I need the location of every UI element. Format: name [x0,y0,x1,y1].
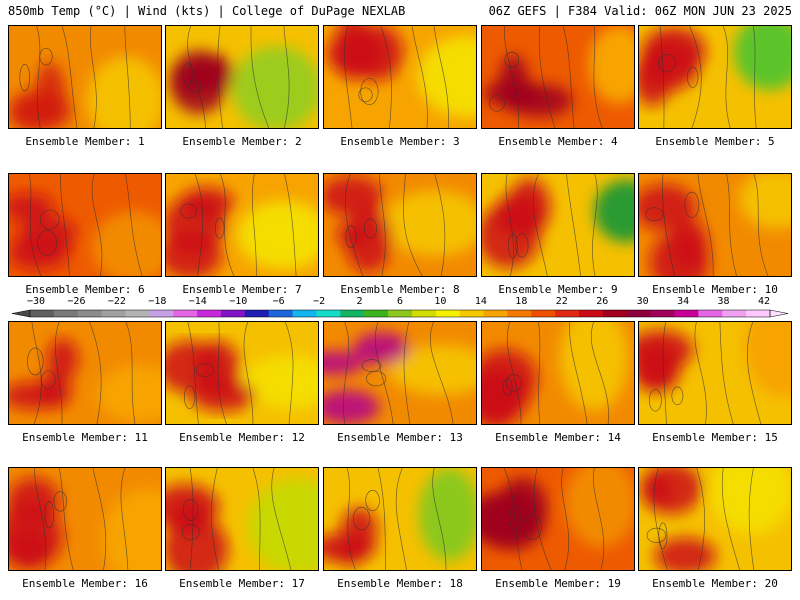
colorbar-segment [220,310,246,317]
colorbar-tick-label: −22 [107,296,126,307]
ensemble-panel-3 [323,25,477,129]
ensemble-label-10: Ensemble Member: 10 [652,283,778,296]
colorbar-segment [173,310,198,317]
ensemble-panel-14 [481,321,635,425]
ensemble-label-17: Ensemble Member: 17 [179,577,305,590]
ensemble-panel-6 [8,173,162,277]
ensemble-label-20: Ensemble Member: 20 [652,577,778,590]
colorbar-tick-label: −2 [313,296,326,307]
ensemble-label-3: Ensemble Member: 3 [340,135,460,148]
ensemble-panel-7 [165,173,319,277]
colorbar-tick-label: 2 [356,296,363,307]
colorbar-left-arrow [11,309,31,318]
colorbar-tick-label: 30 [636,296,649,307]
temperature-colorbar [11,309,789,318]
colorbar-segment [149,310,174,317]
colorbar-segment [674,310,699,317]
colorbar-segment [388,310,413,317]
colorbar-segment [602,310,628,317]
colorbar-segment [53,310,79,317]
header-left: 850mb Temp (°C) | Wind (kts) | College o… [8,4,406,18]
colorbar-segment [30,310,55,317]
header-right: 06Z GEFS | F384 Valid: 06Z MON JUN 23 20… [488,4,792,18]
colorbar-segment [340,310,365,317]
ensemble-panel-1 [8,25,162,129]
colorbar-segment [435,310,461,317]
ensemble-panel-11 [8,321,162,425]
colorbar-segment [746,310,771,317]
ensemble-panel-5 [638,25,792,129]
ensemble-panel-12 [165,321,319,425]
ensemble-label-9: Ensemble Member: 9 [498,283,618,296]
ensemble-label-16: Ensemble Member: 16 [22,577,148,590]
colorbar-segment [77,310,103,317]
colorbar-tick-label: 22 [555,296,568,307]
ensemble-label-14: Ensemble Member: 14 [495,431,621,444]
ensemble-panel-15 [638,321,792,425]
colorbar-right-arrow [769,309,789,318]
colorbar-tick-label: 42 [757,296,771,307]
ensemble-label-8: Ensemble Member: 8 [340,283,460,296]
ensemble-label-6: Ensemble Member: 6 [25,283,145,296]
ensemble-panel-19 [481,467,635,571]
ensemble-label-13: Ensemble Member: 13 [337,431,463,444]
colorbar-segment [292,310,317,317]
ensemble-label-18: Ensemble Member: 18 [337,577,463,590]
colorbar-tick-label: −30 [26,296,46,307]
ensemble-label-4: Ensemble Member: 4 [498,135,618,148]
colorbar-segment [316,310,341,317]
colorbar-segment [125,310,150,317]
ensemble-panel-20 [638,467,792,571]
colorbar-tick-label: 26 [596,296,609,307]
colorbar-segment [197,310,222,317]
colorbar-tick-label: −6 [272,296,285,307]
colorbar-segment [650,310,676,317]
ensemble-label-2: Ensemble Member: 2 [182,135,302,148]
colorbar-tick-label: −14 [188,296,207,307]
colorbar-tick-label: −10 [229,296,248,307]
ensemble-panel-9 [481,173,635,277]
ensemble-panel-17 [165,467,319,571]
ensemble-panel-2 [165,25,319,129]
ensemble-panel-10 [638,173,792,277]
colorbar-tick-label: 18 [515,296,528,307]
ensemble-panel-13 [323,321,477,425]
colorbar-segment [507,310,532,317]
colorbar-segment [268,310,294,317]
colorbar-tick-label: 34 [677,296,690,307]
colorbar-tick-label: −26 [67,296,86,307]
ensemble-label-12: Ensemble Member: 12 [179,431,305,444]
ensemble-panel-8 [323,173,477,277]
colorbar-segment [364,310,389,317]
ensemble-panel-4 [481,25,635,129]
ensemble-label-7: Ensemble Member: 7 [182,283,302,296]
ensemble-panel-16 [8,467,162,571]
colorbar-segment [698,310,723,317]
colorbar-segment [459,310,485,317]
ensemble-label-11: Ensemble Member: 11 [22,431,148,444]
ensemble-label-19: Ensemble Member: 19 [495,577,621,590]
colorbar-segment [244,310,270,317]
ensemble-label-5: Ensemble Member: 5 [655,135,775,148]
colorbar-tick-label: 10 [434,296,447,307]
colorbar-segment [411,310,437,317]
ensemble-label-15: Ensemble Member: 15 [652,431,778,444]
colorbar-tick-label: 38 [717,296,730,307]
colorbar-segment [531,310,556,317]
colorbar-segment [483,310,508,317]
colorbar-segment [626,310,652,317]
ensemble-label-1: Ensemble Member: 1 [25,135,145,148]
colorbar-tick-label: 6 [396,296,404,307]
colorbar-segment [555,310,580,317]
colorbar-tick-label: −18 [148,296,167,307]
ensemble-panel-18 [323,467,477,571]
colorbar-tick-label: 14 [474,296,487,307]
colorbar-segment [579,310,604,317]
colorbar-segment [101,310,126,317]
colorbar-segment [722,310,747,317]
